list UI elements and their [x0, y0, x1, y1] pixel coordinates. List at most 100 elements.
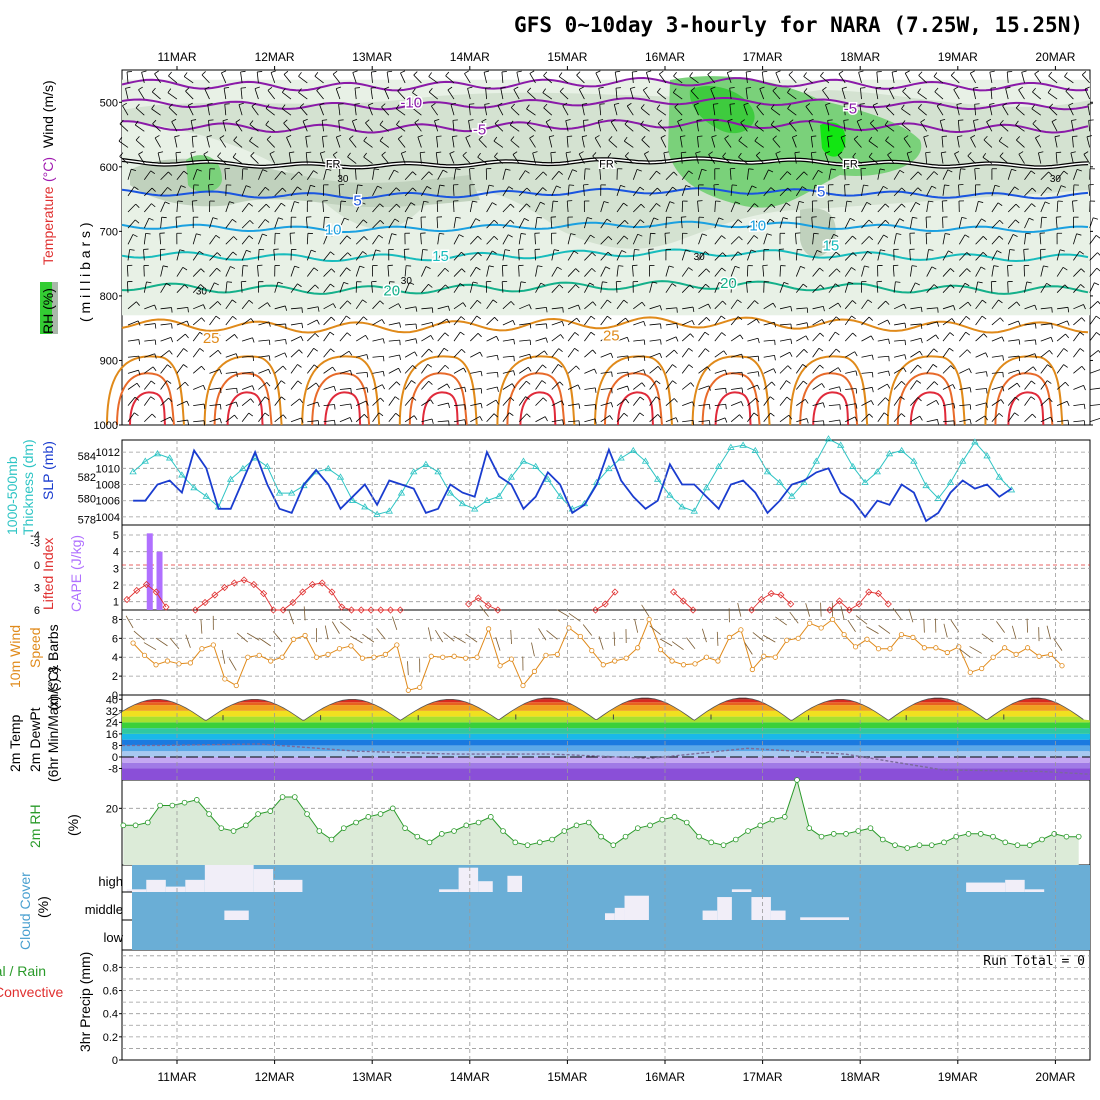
wind-barb-flag [136, 382, 141, 388]
wind-barb [600, 218, 608, 229]
wind-barb-flag [399, 322, 401, 328]
wind-barb [730, 414, 740, 423]
wind-barb [991, 413, 1000, 423]
precip-tick-label: 0.2 [103, 1032, 118, 1044]
wind-barb [151, 108, 161, 116]
wind-barb-flag [998, 235, 1004, 240]
li-point [669, 588, 678, 596]
wind-barb [529, 73, 536, 84]
wind-barb-flag [443, 347, 449, 352]
panel-frame-stab [121, 524, 1091, 611]
temp2m-side-labels: 2m Temp 2m DewPt (6hr Min/Max) (°C) [7, 667, 61, 782]
wind-barb [258, 187, 266, 197]
wind-barb-flag [985, 352, 989, 358]
wind-barb [859, 104, 862, 116]
wind-barb-flag [936, 321, 940, 327]
wind-barb-flag [347, 252, 352, 257]
wind-barb-flag [641, 382, 646, 387]
wind-barb [576, 74, 585, 84]
wind-barb [713, 120, 716, 132]
wind-barb [904, 73, 911, 84]
cloud-high-block [507, 875, 523, 892]
wind-barb [338, 104, 341, 116]
wind-barb-flag [540, 282, 546, 286]
wind-barb-flag [560, 334, 564, 339]
wind-barb [372, 220, 381, 229]
wind-barb-flag [574, 347, 579, 352]
wind-barb-flag [610, 402, 614, 408]
wind-barb [267, 90, 276, 100]
wind-barb [893, 396, 901, 406]
wind-barb-flag [431, 418, 434, 424]
wind-barb-flag [512, 151, 518, 155]
wind-barb [223, 88, 227, 100]
wind-barb [558, 76, 569, 84]
wind-barb [837, 154, 846, 164]
wind-barb [502, 168, 506, 180]
wind-barb-flag [859, 103, 865, 105]
wind-barb [421, 321, 433, 326]
wind-barb [567, 317, 577, 326]
wind-barb [354, 88, 357, 100]
wind-barb-flag [233, 136, 238, 141]
wind-barb [747, 412, 755, 423]
wind-barb-flag [151, 203, 156, 208]
wind-barb [397, 138, 406, 148]
wind-barb [453, 268, 462, 277]
wind-barb [673, 92, 683, 100]
wind-barb-flag [171, 118, 177, 122]
wind-barb [1040, 350, 1050, 358]
wind-barb [535, 323, 547, 326]
dewpt2m-label: 2m DewPt [27, 707, 43, 772]
wind-barb-flag [911, 265, 917, 267]
wind-barb [209, 252, 218, 261]
wind-barb-10m [362, 633, 375, 643]
wind-barb-flag [966, 268, 971, 273]
wind-barb [698, 283, 706, 293]
wind-barb [926, 284, 935, 293]
wind-barb-flag [249, 136, 253, 142]
wind-tick-label: 4 [112, 652, 118, 664]
wind-barb [600, 266, 607, 277]
wind-barb-flag [1067, 307, 1070, 313]
wind-barb [1057, 306, 1069, 310]
wind-barb-flag [158, 151, 164, 154]
wind-barb-flag [363, 219, 368, 224]
rh-point [536, 839, 543, 846]
wind-barb [404, 217, 409, 229]
wind-barb-flag [216, 252, 222, 257]
wind-barb [940, 152, 944, 164]
wind-barb-flag [1002, 355, 1004, 361]
wind-speed-point [531, 668, 538, 674]
wind-barb [184, 76, 194, 84]
wind-barb [160, 265, 164, 277]
wind-barb [1024, 339, 1036, 342]
wind-barb [435, 152, 439, 164]
wind-barb [681, 382, 691, 390]
wind-barb [822, 89, 830, 100]
millibars-label: ( m i l l i b a r s ) [77, 222, 93, 322]
wind-barb [250, 155, 259, 164]
wind-barb [372, 370, 384, 374]
wind-barb-flag [558, 171, 563, 175]
wind-barb [673, 75, 683, 84]
wind-barb-flag [546, 307, 548, 313]
wind-barb [535, 397, 544, 406]
wind-barb [265, 108, 275, 116]
wind-barb [1008, 355, 1020, 358]
wind-barb [926, 307, 938, 310]
isotherm-40-loop [226, 391, 264, 426]
wind-barb [789, 122, 797, 132]
wind-barb-flag [283, 119, 288, 124]
wind-barb [762, 265, 765, 277]
wind-barb [298, 76, 308, 84]
wind-barb-flag [594, 135, 600, 139]
wind-barb-flag [867, 299, 873, 304]
wind-barb [902, 91, 911, 100]
wind-barb [926, 266, 933, 277]
wind-barb [584, 282, 590, 293]
wind-barb-flag [607, 251, 612, 256]
wind-barb-flag [582, 135, 588, 138]
wind-barb-flag [655, 396, 661, 401]
wind-barb [986, 121, 993, 132]
